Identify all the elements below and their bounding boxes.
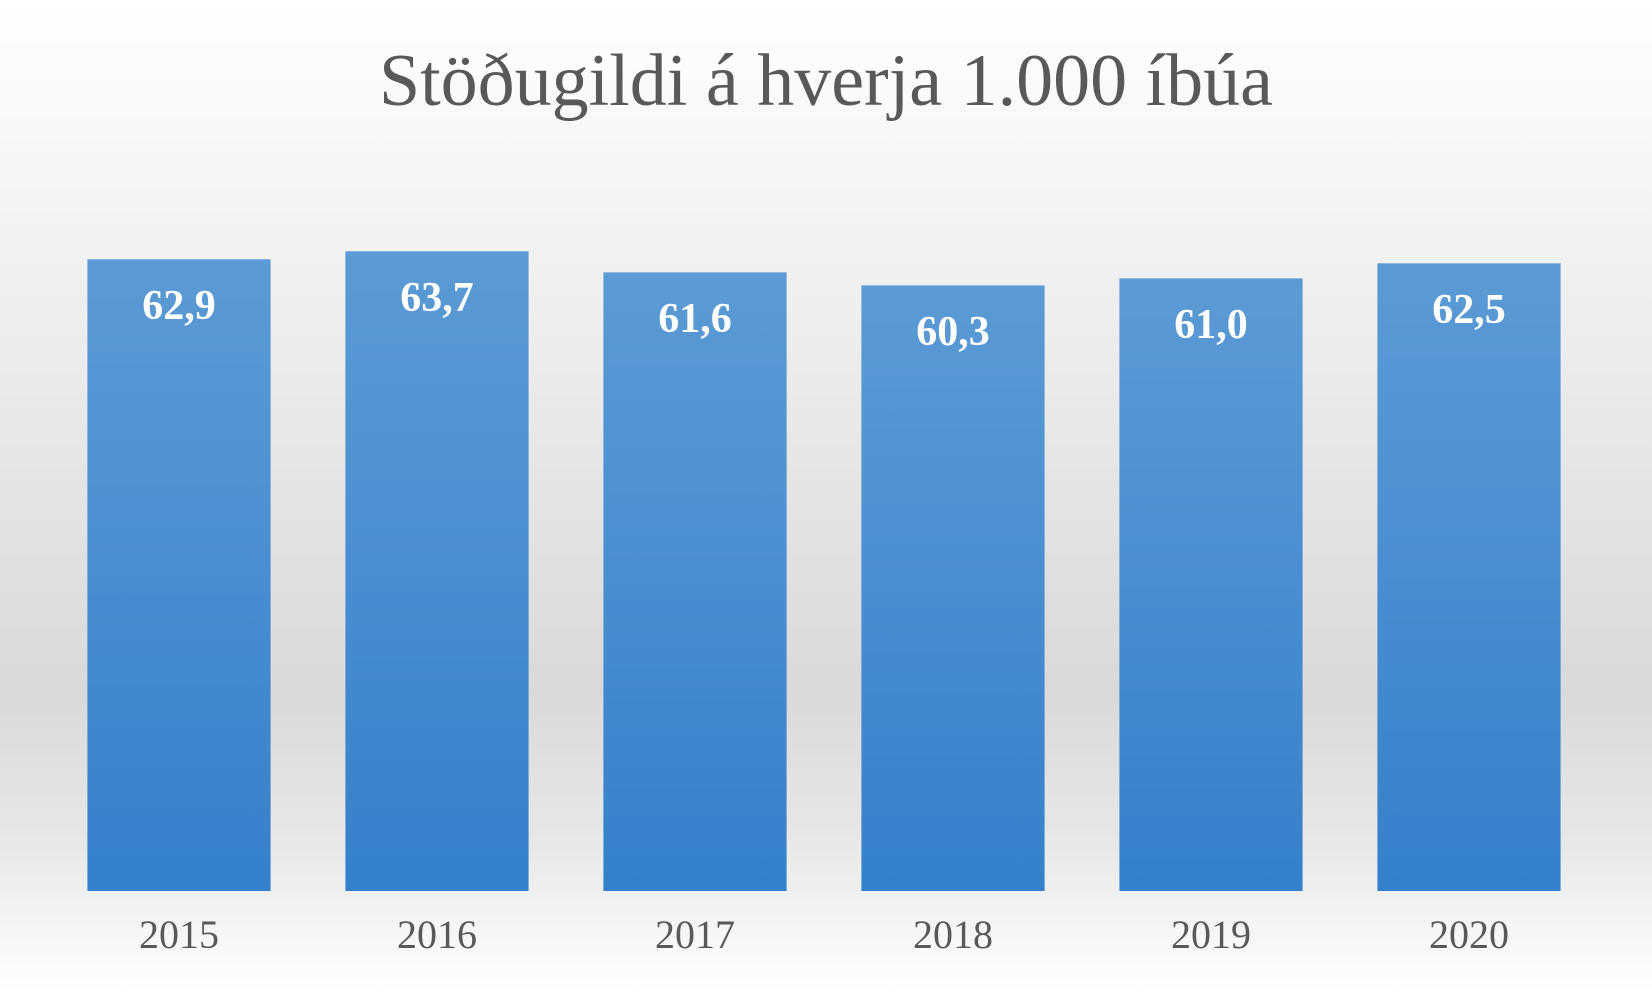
chart-title: Stöðugildi á hverja 1.000 íbúa <box>379 40 1273 122</box>
x-tick-label: 2019 <box>1171 912 1251 957</box>
bar <box>345 251 529 891</box>
x-tick-label: 2016 <box>397 912 477 957</box>
x-tick-label: 2017 <box>655 912 735 957</box>
value-label: 60,3 <box>916 309 990 355</box>
x-tick-label: 2015 <box>139 912 219 957</box>
x-tick-label: 2018 <box>913 912 993 957</box>
value-label: 61,6 <box>658 296 732 342</box>
value-label: 62,5 <box>1432 287 1506 333</box>
bar <box>1119 278 1303 891</box>
bar <box>861 285 1045 891</box>
bar <box>1377 263 1561 892</box>
value-label: 63,7 <box>400 275 474 321</box>
x-tick-label: 2020 <box>1429 912 1509 957</box>
value-label: 62,9 <box>142 283 216 329</box>
bar <box>603 272 787 891</box>
bar <box>87 259 271 891</box>
value-label: 61,0 <box>1174 302 1248 348</box>
